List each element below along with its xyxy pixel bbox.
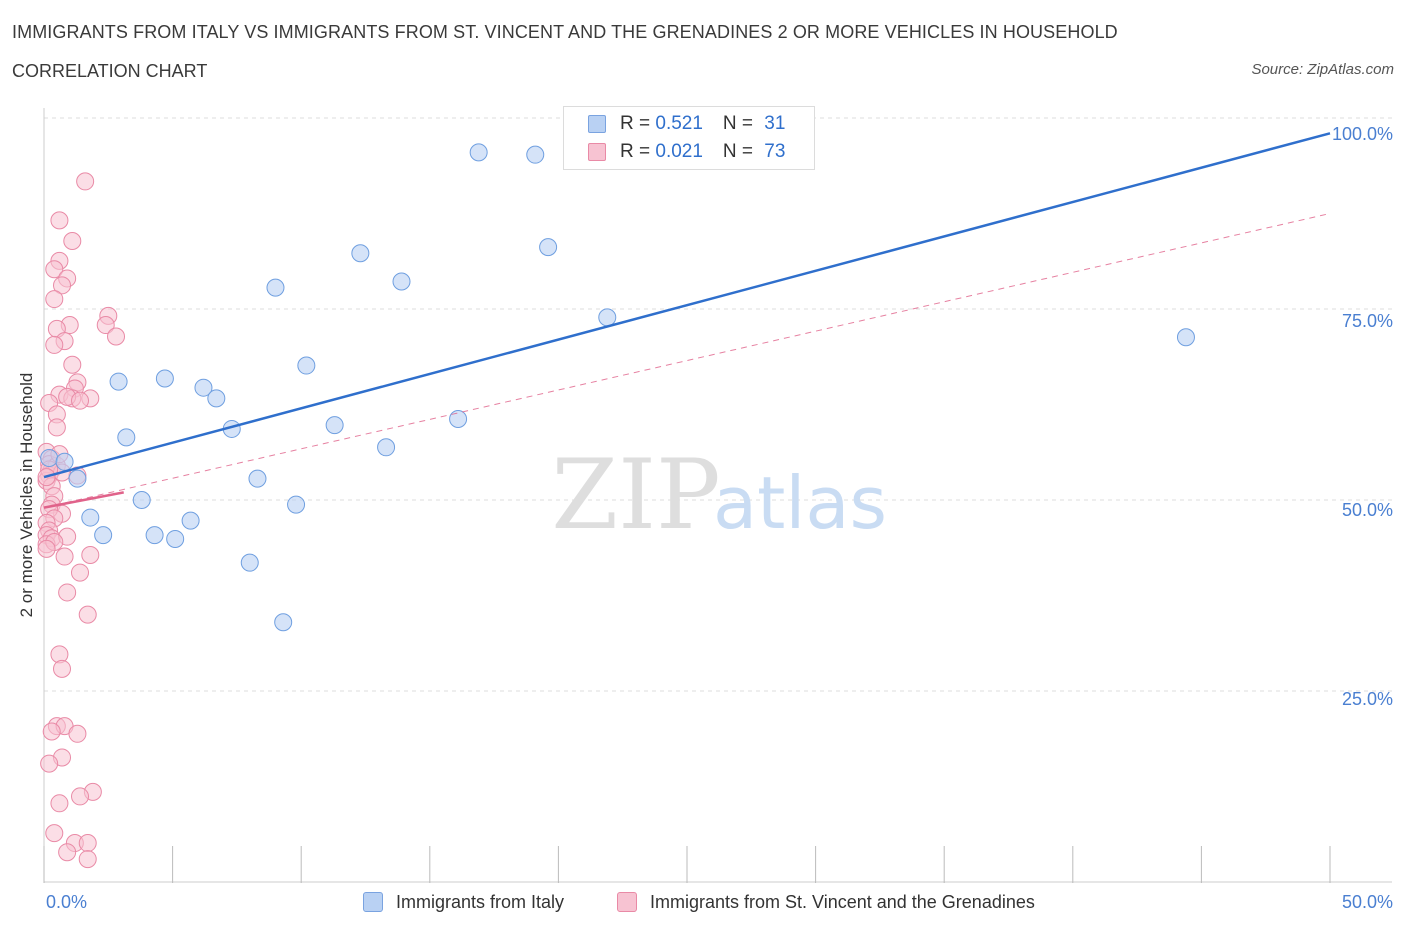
italy-data-point bbox=[40, 448, 59, 467]
svg-data-point bbox=[76, 172, 95, 191]
legend-row-svg: R = 0.021 N = 73 bbox=[588, 140, 785, 164]
italy-data-point bbox=[81, 508, 100, 527]
svg-data-point bbox=[53, 659, 72, 678]
tick-label-layer: 100.0% 75.0% 50.0% 25.0% 0.0% 50.0% bbox=[46, 124, 1393, 912]
svg-data-point bbox=[50, 794, 69, 813]
y-tick-label: 50.0% bbox=[1342, 500, 1393, 520]
grid-layer bbox=[44, 117, 1392, 692]
legend-n-label-italy: N = bbox=[722, 113, 759, 134]
legend-row-italy: R = 0.521 N = 31 bbox=[588, 112, 785, 136]
svg-data-point bbox=[81, 546, 100, 565]
italy-legend-swatch bbox=[363, 892, 383, 912]
italy-data-point bbox=[248, 469, 267, 488]
svg-data-point bbox=[42, 722, 61, 741]
y-tick-label: 75.0% bbox=[1342, 311, 1393, 331]
chart-title: IMMIGRANTS FROM ITALY VS IMMIGRANTS FROM… bbox=[12, 22, 1118, 42]
y-tick-label: 100.0% bbox=[1332, 124, 1393, 144]
svg-data-point bbox=[45, 824, 64, 843]
legend-r-label-svg: R = bbox=[620, 141, 656, 162]
svg-data-point bbox=[47, 418, 66, 437]
italy-data-point bbox=[287, 495, 306, 514]
italy-data-point bbox=[194, 378, 213, 397]
axes-layer bbox=[43, 108, 1392, 883]
italy-swatch bbox=[588, 115, 606, 133]
svg-data-point bbox=[55, 547, 74, 566]
italy-data-point bbox=[598, 308, 617, 327]
source-label: Source: ZipAtlas.com bbox=[1251, 61, 1394, 78]
svg-data-point bbox=[96, 316, 115, 335]
y-axis-label: 2 or more Vehicles in Household bbox=[17, 373, 36, 618]
bottom-legend-svg-label: Immigrants from St. Vincent and the Gren… bbox=[650, 891, 1035, 912]
italy-data-point bbox=[325, 416, 344, 435]
svg-data-point bbox=[71, 391, 90, 410]
italy-data-point bbox=[539, 238, 558, 257]
italy-data-point bbox=[166, 529, 185, 548]
italy-data-point bbox=[94, 526, 113, 545]
italy-data-point bbox=[274, 613, 293, 632]
svg-data-point bbox=[63, 355, 82, 374]
italy-data-point bbox=[469, 143, 488, 162]
svg-data-point bbox=[58, 583, 77, 602]
italy-data-point bbox=[132, 491, 151, 509]
svg-data-point bbox=[107, 327, 126, 346]
svg-data-point bbox=[71, 563, 90, 582]
italy-data-point bbox=[377, 438, 396, 457]
svg-data-point bbox=[71, 787, 90, 806]
italy-data-point bbox=[240, 553, 259, 572]
italy-data-point bbox=[526, 145, 545, 164]
bottom-legend-italy-label: Immigrants from Italy bbox=[396, 891, 565, 912]
svg-data-point bbox=[50, 211, 69, 230]
svg-data-point bbox=[78, 850, 97, 869]
svg-data-point bbox=[68, 724, 87, 743]
svg-data-point bbox=[58, 843, 77, 862]
legend-n-value-italy: 31 bbox=[764, 113, 786, 134]
svg-data-point bbox=[53, 276, 72, 295]
x-tick-label: 0.0% bbox=[46, 892, 87, 912]
svg-trend-line bbox=[43, 491, 124, 509]
italy-data-point bbox=[266, 278, 285, 297]
points-layer bbox=[37, 143, 1195, 869]
italy-data-point bbox=[449, 410, 468, 429]
trend-layer bbox=[43, 132, 1331, 509]
italy-data-point bbox=[55, 452, 74, 471]
italy-data-point bbox=[351, 244, 370, 263]
svg-data-point bbox=[40, 754, 59, 773]
italy-data-point bbox=[1176, 328, 1195, 347]
italy-data-point bbox=[68, 469, 87, 488]
italy-data-point bbox=[117, 428, 136, 447]
legend-n-value-svg: 73 bbox=[764, 141, 786, 162]
svg-data-point bbox=[37, 539, 56, 558]
svg-swatch bbox=[588, 143, 606, 161]
watermark: ZIP atlas bbox=[551, 439, 887, 551]
stats-legend: R = 0.521 N = 31 R = 0.021 N = 73 bbox=[563, 106, 815, 170]
svg-data-point bbox=[78, 834, 97, 853]
chart-subtitle: CORRELATION CHART bbox=[12, 61, 208, 81]
svg-data-point bbox=[63, 232, 82, 251]
legend-r-label-italy: R = bbox=[620, 113, 656, 134]
svg-data-point bbox=[45, 260, 64, 279]
svg-data-point bbox=[78, 605, 97, 624]
italy-data-point bbox=[392, 272, 411, 291]
legend-r-value-italy: 0.521 bbox=[655, 113, 703, 134]
y-tick-label: 25.0% bbox=[1342, 689, 1393, 709]
legend-r-value-svg: 0.021 bbox=[655, 141, 703, 162]
watermark-zip: ZIP bbox=[551, 439, 720, 551]
italy-data-point bbox=[145, 526, 164, 545]
italy-data-point bbox=[109, 372, 128, 391]
italy-data-point bbox=[181, 511, 200, 530]
bottom-legend-svg[interactable]: Immigrants from St. Vincent and the Gren… bbox=[617, 889, 1035, 915]
bottom-legend-italy[interactable]: Immigrants from Italy bbox=[363, 889, 564, 915]
svg-legend-swatch bbox=[617, 892, 637, 912]
legend-n-label-svg: N = bbox=[722, 141, 759, 162]
x-tick-label: 50.0% bbox=[1342, 892, 1393, 912]
svg-data-point bbox=[45, 335, 64, 354]
italy-data-point bbox=[207, 389, 226, 408]
italy-data-point bbox=[155, 369, 174, 388]
svg-data-point bbox=[45, 290, 64, 309]
italy-data-point bbox=[297, 356, 316, 375]
italy-trend-line bbox=[43, 132, 1331, 479]
watermark-atlas: atlas bbox=[713, 461, 887, 545]
